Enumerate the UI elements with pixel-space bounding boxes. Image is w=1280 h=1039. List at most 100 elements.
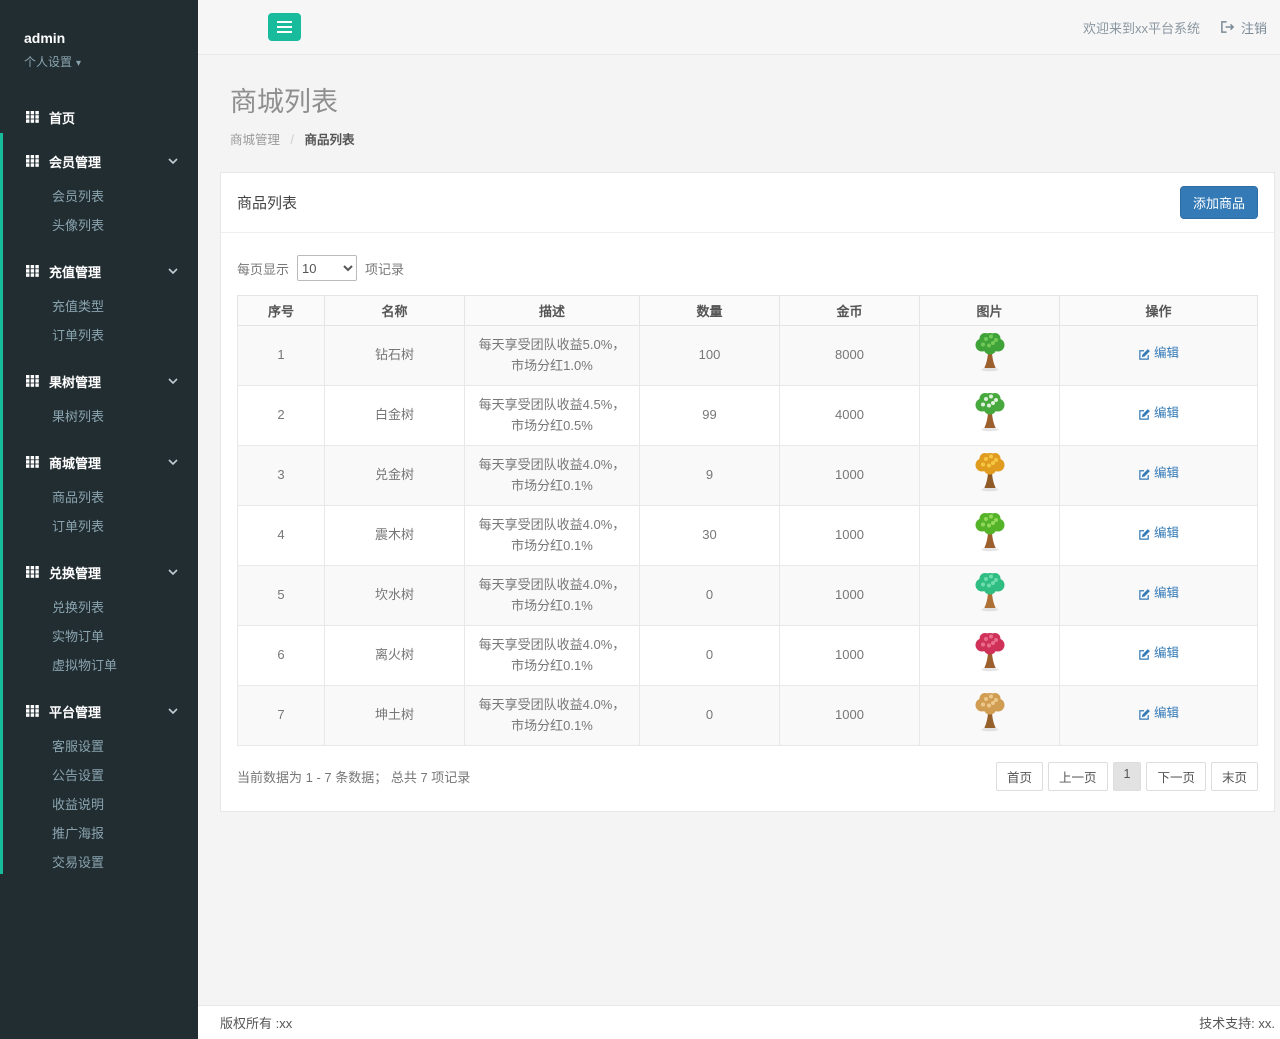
sidebar-accent-strip xyxy=(0,133,3,874)
product-name-cell: 震木树 xyxy=(324,505,465,566)
product-name-cell: 钻石树 xyxy=(324,325,465,386)
pagination-page[interactable]: 1 xyxy=(1112,762,1142,791)
chevron-down-icon xyxy=(168,268,178,274)
user-block: admin 个人设置 ▾ xyxy=(0,0,198,70)
quantity-cell: 30 xyxy=(639,505,780,566)
page-size-select[interactable]: 10 xyxy=(297,255,358,281)
actions-cell: 编辑 xyxy=(1059,685,1258,746)
sidebar-item-1-1[interactable]: 订单列表 xyxy=(52,328,105,343)
coins-cell: 8000 xyxy=(779,325,920,386)
row-number-cell: 2 xyxy=(237,385,325,446)
pagination-first[interactable]: 首页 xyxy=(995,762,1043,791)
product-image-cell xyxy=(919,445,1060,506)
pixel-tree-icon xyxy=(972,391,1008,433)
sidebar-section-header-5[interactable]: 平台管理 xyxy=(0,696,198,726)
actions-cell: 编辑 xyxy=(1059,445,1258,506)
sidebar-toggle-button[interactable] xyxy=(268,13,301,41)
sidebar-item-5-4[interactable]: 交易设置 xyxy=(52,855,105,870)
grid-icon xyxy=(26,566,39,578)
sidebar-section-header-0[interactable]: 会员管理 xyxy=(0,146,198,176)
coins-cell: 1000 xyxy=(779,625,920,686)
edit-button-row-3[interactable]: 编辑 xyxy=(1138,524,1179,543)
edit-button-row-6[interactable]: 编辑 xyxy=(1138,704,1179,723)
row-number-cell: 7 xyxy=(237,685,325,746)
sidebar-section-1: 充值管理充值类型订单列表 xyxy=(0,256,198,352)
product-desc-cell: 每天享受团队收益4.0%，市场分红0.1% xyxy=(464,445,640,506)
edit-button-row-5[interactable]: 编辑 xyxy=(1138,644,1179,663)
product-desc-cell: 每天享受团队收益4.0%，市场分红0.1% xyxy=(464,565,640,626)
sidebar-item-4-0[interactable]: 兑换列表 xyxy=(52,600,105,615)
sidebar-item-4-1[interactable]: 实物订单 xyxy=(52,629,105,644)
chevron-down-icon xyxy=(168,158,178,164)
user-settings-dropdown[interactable]: 个人设置 ▾ xyxy=(24,53,174,70)
sidebar-item-home[interactable]: 首页 xyxy=(0,102,198,132)
sidebar-item-2-0[interactable]: 果树列表 xyxy=(52,409,105,424)
edit-pencil-square-icon xyxy=(1138,468,1151,481)
row-number-cell: 6 xyxy=(237,625,325,686)
sidebar-item-4-2[interactable]: 虚拟物订单 xyxy=(52,658,118,673)
sidebar-item-0-0[interactable]: 会员列表 xyxy=(52,189,105,204)
quantity-cell: 0 xyxy=(639,565,780,626)
table-column-header: 操作 xyxy=(1059,295,1258,326)
sidebar-section-0: 会员管理会员列表头像列表 xyxy=(0,146,198,242)
sidebar-submenu-0: 会员列表 头像列表 xyxy=(0,176,198,242)
product-image-cell xyxy=(919,625,1060,686)
pixel-tree-icon xyxy=(972,571,1008,613)
pagination-prev[interactable]: 上一页 xyxy=(1048,762,1108,791)
actions-cell: 编辑 xyxy=(1059,565,1258,626)
product-image-cell xyxy=(919,325,1060,386)
user-settings-label: 个人设置 xyxy=(24,55,73,69)
pagination-next[interactable]: 下一页 xyxy=(1146,762,1206,791)
sidebar-item-5-1[interactable]: 公告设置 xyxy=(52,768,105,783)
sidebar-item-5-0[interactable]: 客服设置 xyxy=(52,739,105,754)
edit-pencil-square-icon xyxy=(1138,348,1151,361)
sidebar-section-header-2[interactable]: 果树管理 xyxy=(0,366,198,396)
breadcrumb-current: 商品列表 xyxy=(304,133,355,147)
product-desc-cell: 每天享受团队收益4.0%，市场分红0.1% xyxy=(464,505,640,566)
sidebar-item-0-1[interactable]: 头像列表 xyxy=(52,218,105,233)
table-header-row: 序号 名称 描述 数量 金币 图片 操作 xyxy=(237,295,1258,326)
sidebar-section-3: 商城管理商品列表订单列表 xyxy=(0,447,198,543)
sidebar-item-3-0[interactable]: 商品列表 xyxy=(52,490,105,505)
sidebar-section-header-1[interactable]: 充值管理 xyxy=(0,256,198,286)
row-number-cell: 5 xyxy=(237,565,325,626)
sidebar-item-1-0[interactable]: 充值类型 xyxy=(52,299,105,314)
actions-cell: 编辑 xyxy=(1059,325,1258,386)
edit-label: 编辑 xyxy=(1153,706,1179,721)
sidebar: admin 个人设置 ▾ 首页 会员管理 会员列表 头像列表 充值管理 充值类型 订单列表 果树… xyxy=(0,0,198,1039)
pagination-last[interactable]: 末页 xyxy=(1210,762,1258,791)
chevron-down-icon xyxy=(168,378,178,384)
table-footer: 当前数据为 1 - 7 条数据； 总共 7 项记录 首页 上一页 1 下一页 末页 xyxy=(237,762,1258,791)
grid-icon xyxy=(26,375,39,387)
edit-button-row-4[interactable]: 编辑 xyxy=(1138,584,1179,603)
product-table: 序号 名称 描述 数量 金币 图片 操作 1 钻石树 每天享受团队收益5.0%，市场分红1.0%… xyxy=(237,295,1258,746)
edit-button-row-1[interactable]: 编辑 xyxy=(1138,404,1179,423)
sidebar-item-5-2[interactable]: 收益说明 xyxy=(52,797,105,812)
sidebar-item-5-3[interactable]: 推广海报 xyxy=(52,826,105,841)
logout-link[interactable]: 注销 xyxy=(1220,18,1267,37)
sidebar-section-label: 会员管理 xyxy=(49,154,102,170)
sidebar-item-3-1[interactable]: 订单列表 xyxy=(52,519,105,534)
product-desc-cell: 每天享受团队收益4.0%，市场分红0.1% xyxy=(464,625,640,686)
product-name-cell: 离火树 xyxy=(324,625,465,686)
edit-pencil-square-icon xyxy=(1138,708,1151,721)
quantity-cell: 100 xyxy=(639,325,780,386)
breadcrumb-link-mall-management[interactable]: 商城管理 xyxy=(230,133,281,147)
sidebar-section-label: 兑换管理 xyxy=(49,565,102,581)
sidebar-section-header-3[interactable]: 商城管理 xyxy=(0,447,198,477)
add-product-button[interactable]: 添加商品 xyxy=(1179,186,1258,219)
edit-pencil-square-icon xyxy=(1138,408,1151,421)
coins-cell: 1000 xyxy=(779,565,920,626)
sidebar-section-header-4[interactable]: 兑换管理 xyxy=(0,557,198,587)
chevron-down-icon xyxy=(168,569,178,575)
chevron-down-icon xyxy=(168,708,178,714)
grid-icon xyxy=(26,456,39,468)
product-desc-cell: 每天享受团队收益4.0%，市场分红0.1% xyxy=(464,685,640,746)
edit-button-row-2[interactable]: 编辑 xyxy=(1138,464,1179,483)
breadcrumb: 商城管理 / 商品列表 xyxy=(230,129,1275,148)
sidebar-section-label: 商城管理 xyxy=(49,455,102,471)
quantity-cell: 9 xyxy=(639,445,780,506)
edit-button-row-0[interactable]: 编辑 xyxy=(1138,344,1179,363)
sidebar-section-label: 充值管理 xyxy=(49,264,102,280)
